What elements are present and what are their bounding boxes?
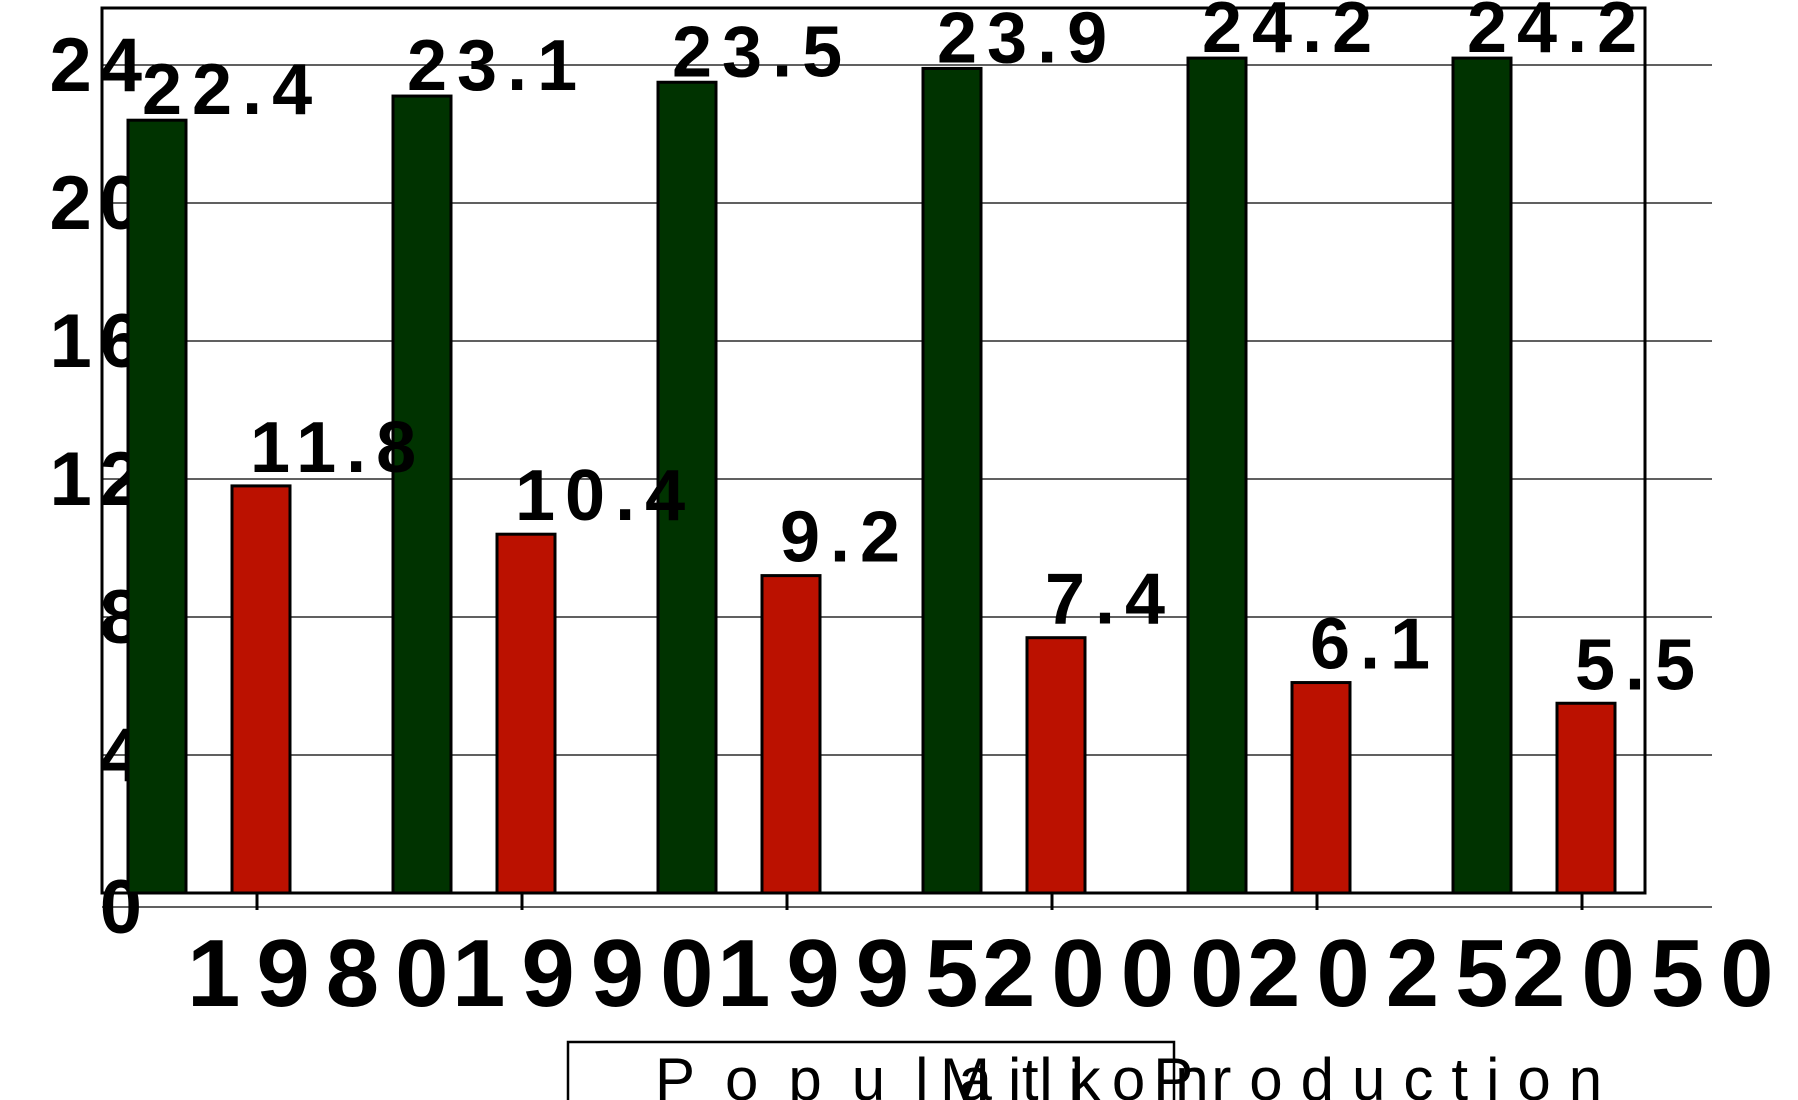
bar: [760, 574, 822, 895]
data-label: 9.2: [780, 498, 910, 578]
x-tick-label: 1995: [717, 920, 995, 1027]
data-label: 23.5: [672, 12, 852, 92]
data-label: 10.4: [515, 456, 695, 536]
bar: [1290, 681, 1352, 895]
x-tick-label: 2000: [982, 920, 1260, 1027]
data-label: 23.1: [407, 26, 587, 106]
x-tick-label: 1990: [452, 920, 730, 1027]
x-tick-label: 2025: [1247, 920, 1525, 1027]
bar: [1555, 701, 1617, 895]
x-tick-label: 2050: [1512, 920, 1790, 1027]
bar: [1025, 636, 1087, 895]
bar: [921, 66, 983, 895]
data-label: 24.2: [1202, 0, 1382, 68]
bar: [230, 484, 292, 895]
bar: [391, 94, 453, 895]
plot-frame: [100, 6, 1647, 895]
data-label: 22.4: [142, 50, 322, 130]
data-label: 11.8: [250, 408, 426, 488]
bar: [126, 118, 188, 895]
bar: [1451, 56, 1513, 895]
legend-box: [566, 1040, 1176, 1100]
data-label: 5.5: [1575, 625, 1705, 705]
x-tick-label: 1980: [187, 920, 465, 1027]
bar: [495, 532, 557, 895]
bar: [1186, 56, 1248, 895]
data-label: 24.2: [1467, 0, 1647, 68]
data-label: 7.4: [1045, 560, 1175, 640]
y-tick-label: 24: [49, 23, 150, 108]
legend-label-population: Population: [655, 1046, 1239, 1100]
data-label: 6.1: [1310, 605, 1440, 685]
data-label: 23.9: [937, 0, 1117, 78]
bar: [656, 80, 718, 895]
legend-label-milk-production: Milk Production: [940, 1046, 1620, 1100]
